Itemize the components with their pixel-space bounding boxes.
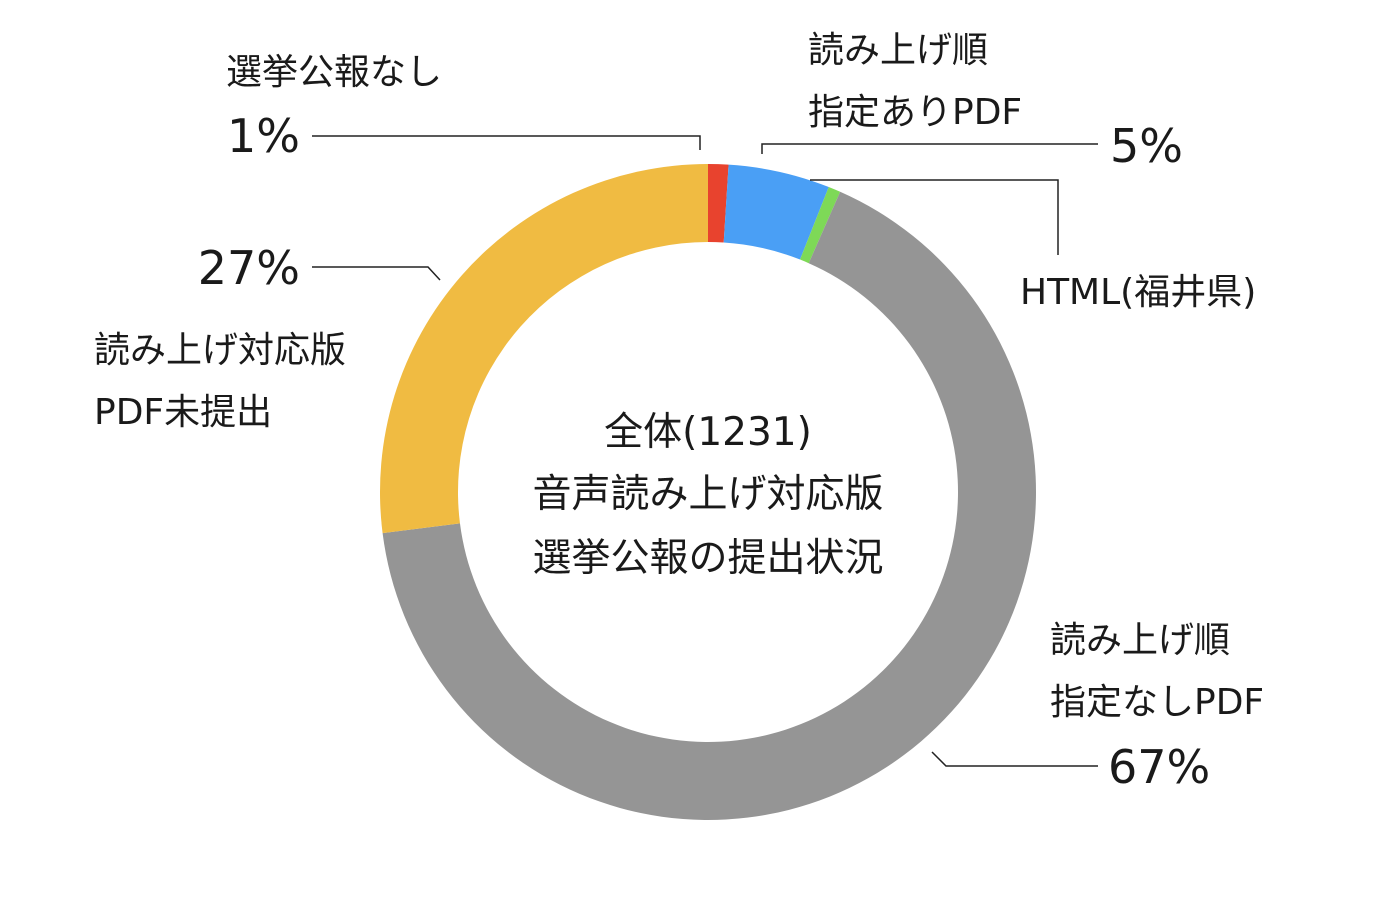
leader-order-unspecified-pdf (931, 751, 1098, 767)
leader-no-bulletin (312, 135, 701, 150)
pct-no-bulletin: 1% (227, 109, 300, 163)
center-title-line-1: 全体(1231) (604, 410, 812, 455)
leader-not-submitted-pdf (312, 266, 441, 281)
slices-layer (379, 163, 1036, 820)
label-order-specified-pdf-line-2: 指定ありPDF (808, 92, 1022, 133)
label-order-unspecified-pdf-line-1: 読み上げ順 (1050, 620, 1230, 661)
label-not-submitted-pdf-line-2: PDF未提出 (94, 392, 272, 433)
label-order-specified-pdf-line-1: 読み上げ順 (808, 30, 988, 71)
pct-not-submitted-pdf: 27% (198, 241, 300, 295)
slice-html-fukui (800, 187, 841, 264)
label-order-unspecified-pdf-line-2: 指定なしPDF (1050, 682, 1264, 723)
pct-order-unspecified-pdf: 67% (1108, 740, 1210, 794)
label-html-fukui: HTML(福井県) (1020, 272, 1256, 313)
leader-html-fukui (810, 179, 1059, 255)
leader-order-specified-pdf (761, 143, 1098, 154)
pct-order-specified-pdf: 5% (1110, 119, 1183, 173)
center-title-line-2: 音声読み上げ対応版 (532, 472, 883, 517)
center-title-line-3: 選挙公報の提出状況 (532, 536, 883, 581)
label-not-submitted-pdf-line-1: 読み上げ対応版 (94, 330, 346, 371)
slice-not-submitted-pdf (379, 163, 708, 534)
slice-order-specified-pdf (723, 164, 829, 260)
slice-no-bulletin (708, 164, 729, 243)
label-no-bulletin: 選挙公報なし (226, 52, 442, 93)
leader-lines (312, 135, 1098, 767)
